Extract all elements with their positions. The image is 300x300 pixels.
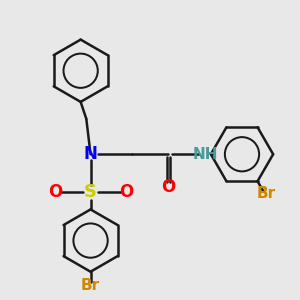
Text: O: O: [119, 184, 133, 202]
Text: S: S: [84, 184, 97, 202]
Text: O: O: [161, 178, 176, 196]
Text: NH: NH: [192, 147, 218, 162]
Text: N: N: [84, 145, 98, 163]
Text: Br: Br: [256, 187, 276, 202]
Text: O: O: [48, 184, 62, 202]
Text: Br: Br: [81, 278, 100, 293]
